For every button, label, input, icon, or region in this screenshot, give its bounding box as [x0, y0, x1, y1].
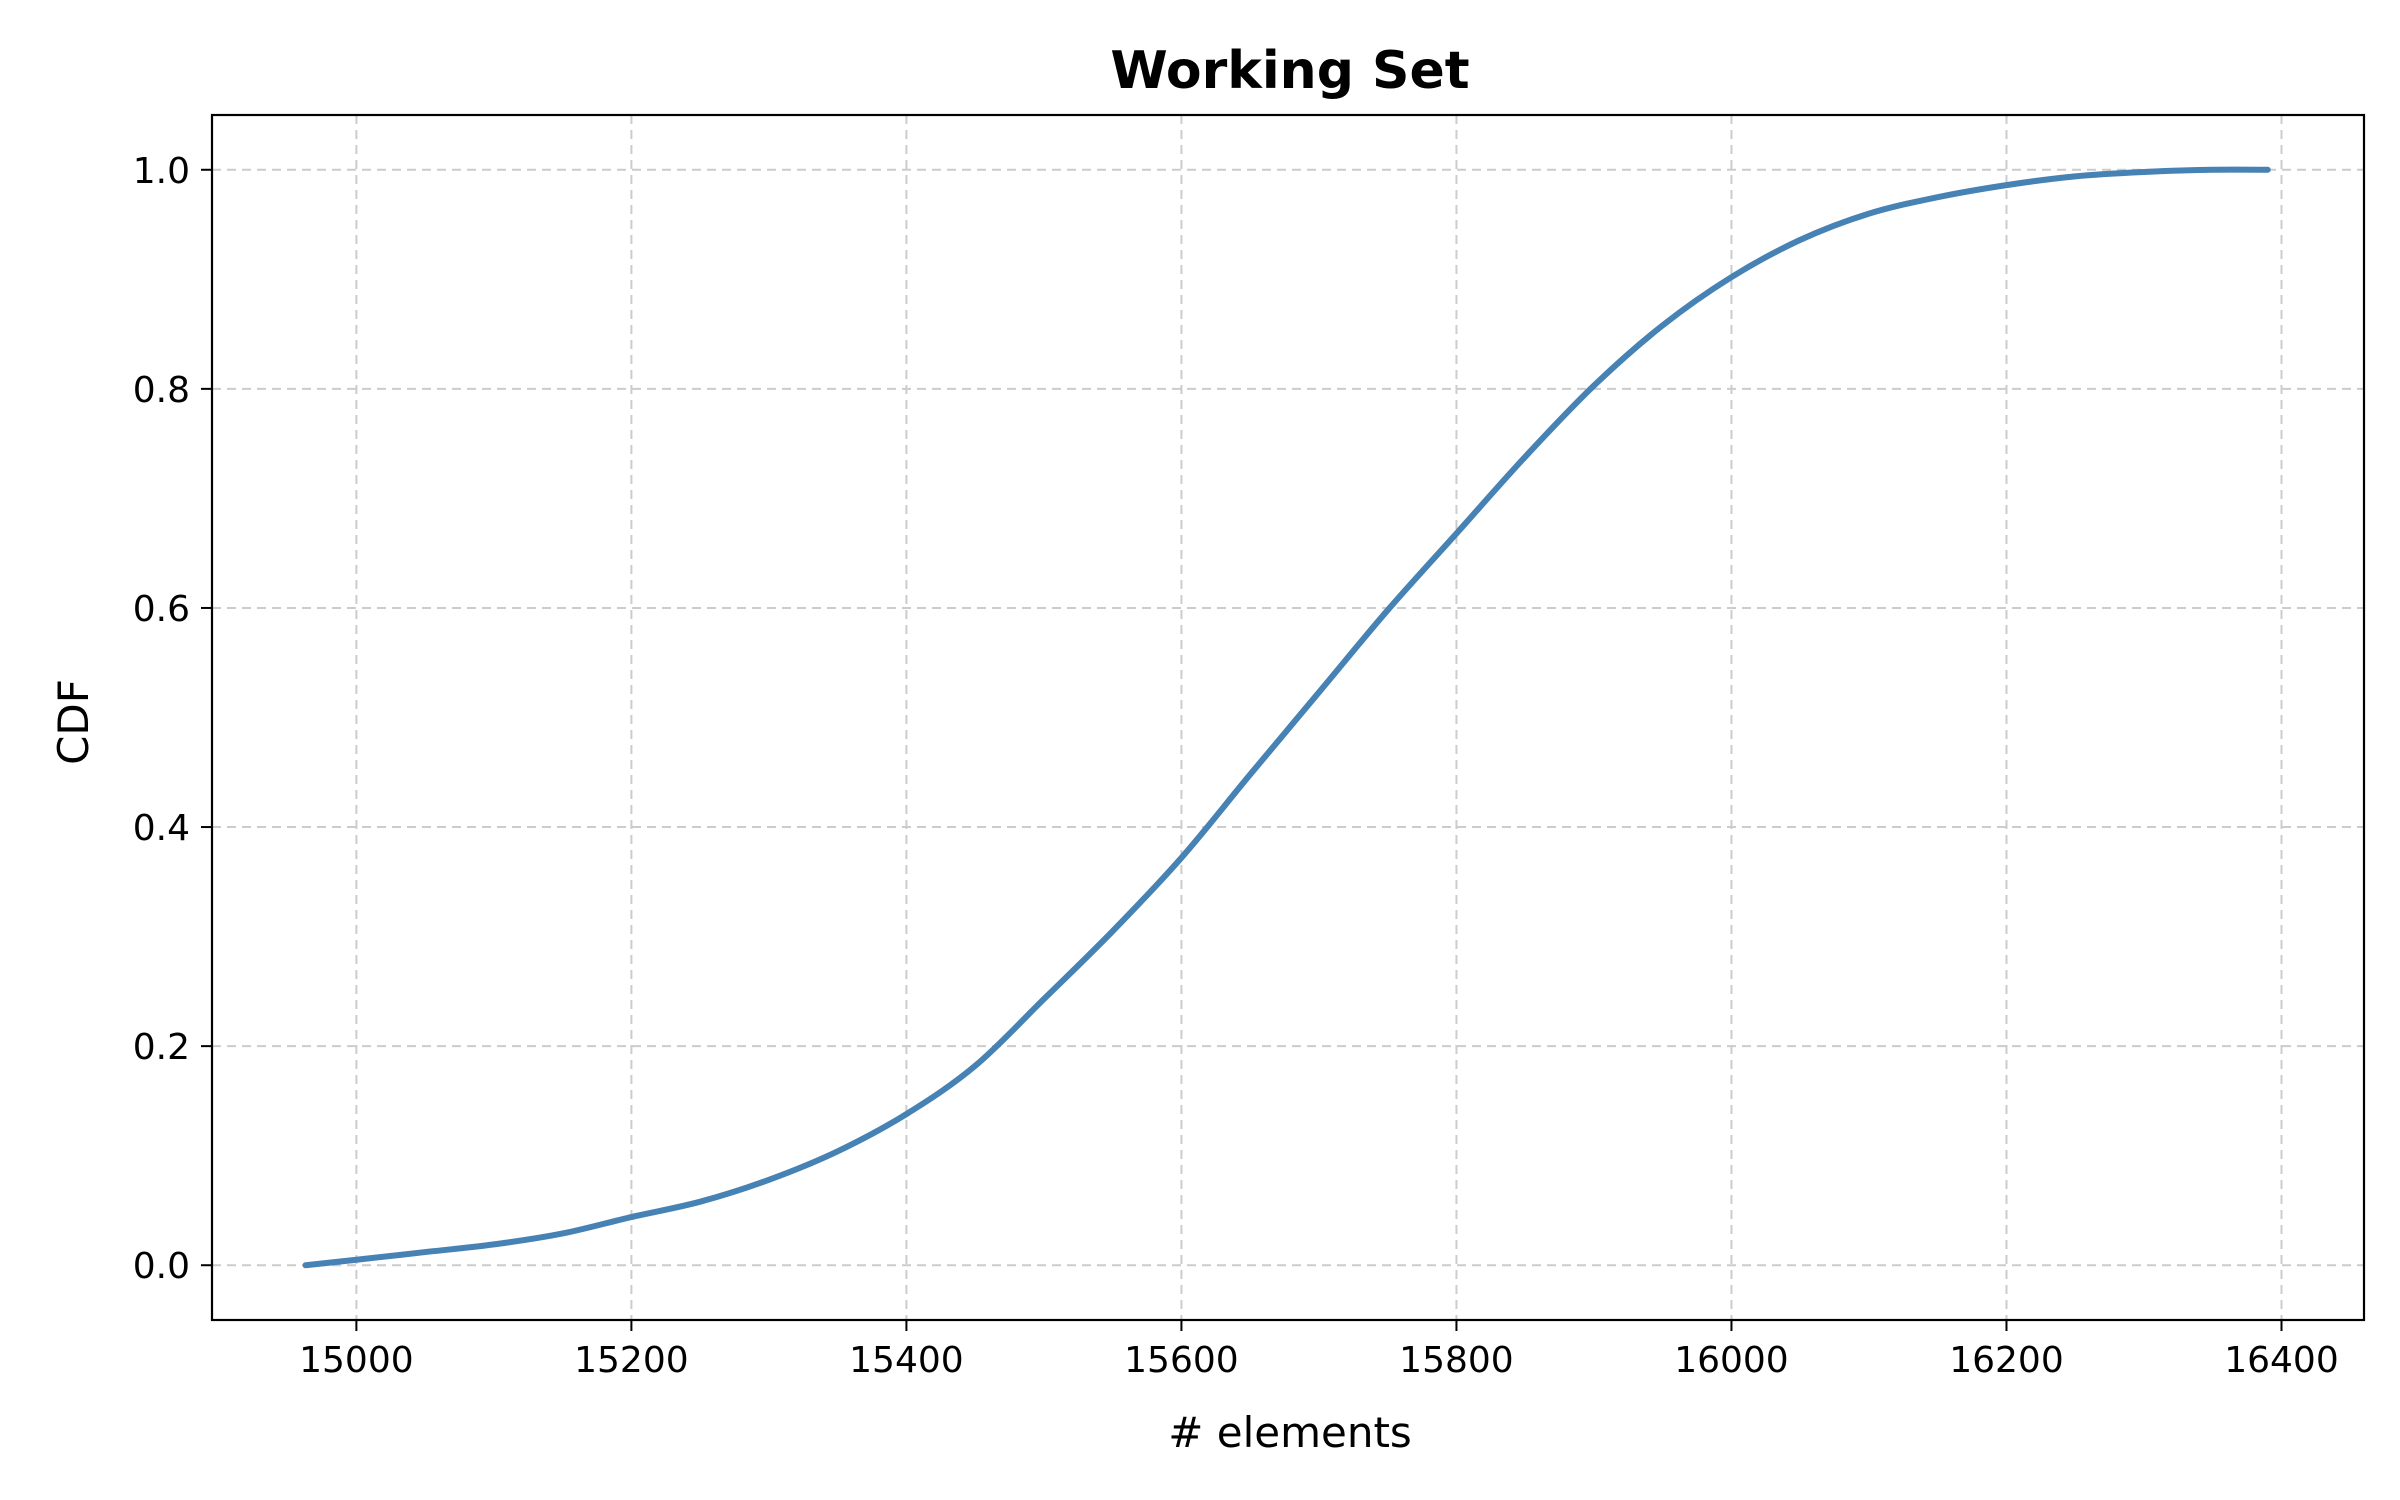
y-tick-label: 1.0 [133, 151, 190, 192]
x-tick-label: 15200 [574, 1340, 689, 1381]
series-layer [302, 166, 2271, 1269]
grid [212, 115, 2364, 1320]
y-tick-label: 0.2 [133, 1027, 190, 1068]
x-tick-label: 15600 [1124, 1340, 1239, 1381]
chart-title: Working Set [1110, 41, 1469, 101]
x-tick-label: 16200 [1949, 1340, 2064, 1381]
plot-frame [210, 113, 2366, 1322]
y-tick-label: 0.4 [133, 808, 190, 849]
x-tick-label: 16000 [1674, 1340, 1789, 1381]
x-tick-label: 15400 [849, 1340, 964, 1381]
cdf-series-line [302, 166, 2271, 1269]
y-tick-label: 0.8 [133, 370, 190, 411]
x-tick-label: 16400 [2224, 1340, 2339, 1381]
y-axis-title: CDF [49, 679, 98, 765]
x-tick-label: 15000 [299, 1340, 414, 1381]
ticks: 15000 15200 15400 15600 15800 16000 16200 16400… [133, 151, 2339, 1381]
x-tick-label: 15800 [1399, 1340, 1514, 1381]
y-tick-label: 0.6 [133, 589, 190, 630]
y-tick-label: 0.0 [133, 1246, 190, 1287]
x-axis-title: # elements [1168, 1408, 1412, 1457]
